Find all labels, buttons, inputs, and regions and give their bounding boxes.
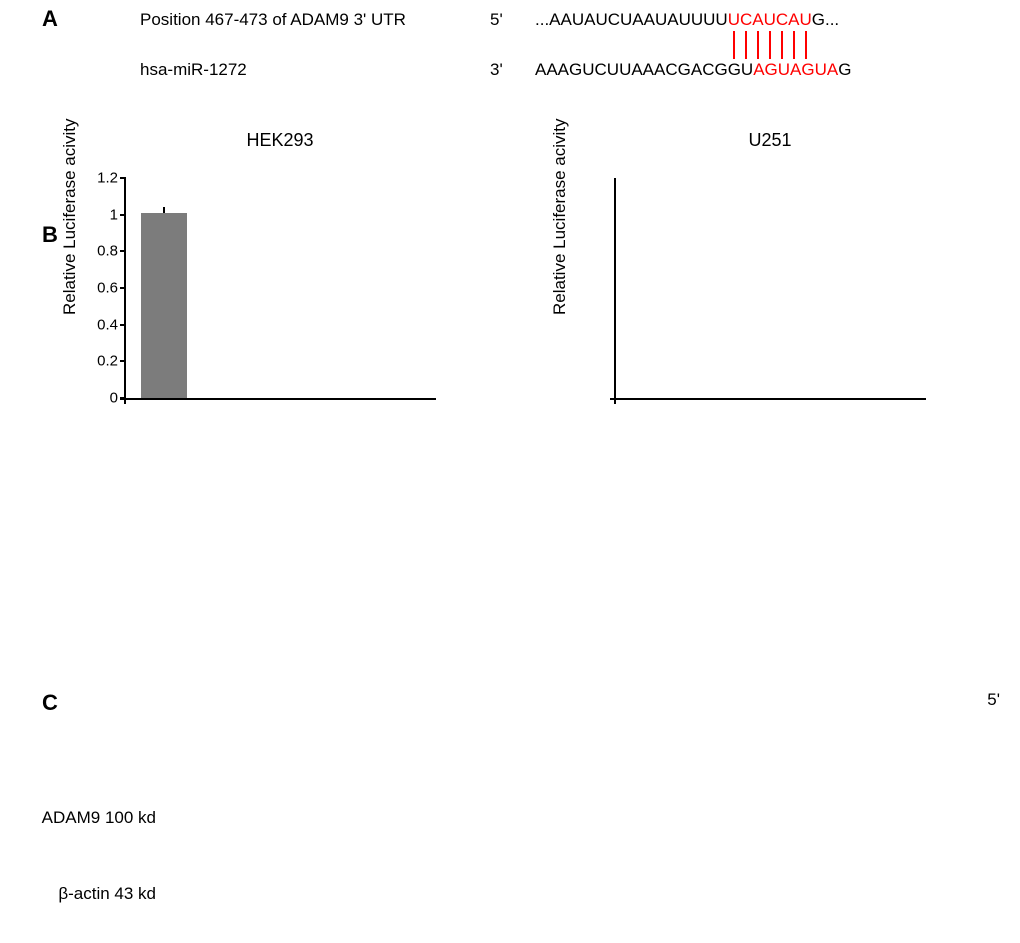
blot-block-right (580, 700, 960, 920)
panel-c-western-blots: 5' ADAM9 100 kd β-actin 43 kd (40, 700, 980, 930)
y-tick-label: 0.8 (97, 243, 118, 260)
y-tick-label: 0.2 (97, 353, 118, 370)
y-tick-label: 0 (110, 390, 118, 407)
y-tick-label: 0.6 (97, 280, 118, 297)
match-bar (793, 31, 795, 59)
bar (141, 213, 187, 398)
match-bar (745, 31, 747, 59)
chart-left-plot: 00.20.40.60.811.2 (124, 178, 436, 400)
y-tick (120, 360, 126, 362)
chart-right-title: U251 (560, 130, 980, 151)
chart-right-ylabel: Relative Luciferase acivity (550, 118, 570, 315)
row-label-bactin: β-actin 43 kd (30, 884, 156, 904)
y-tick-label: 1.2 (97, 170, 118, 187)
y-tick (120, 324, 126, 326)
seq-top-pre: ...AAUAUCUAAUAUUUU (535, 10, 728, 30)
seq-bottom-match: AGUAGUA (753, 60, 838, 80)
chart-left-ylabel: Relative Luciferase acivity (60, 118, 80, 315)
chart-left-title: HEK293 (70, 130, 490, 151)
blot-block-left (170, 700, 530, 920)
panel-label-a: A (42, 6, 58, 32)
y-tick (120, 250, 126, 252)
match-bar (757, 31, 759, 59)
chart-right-plot (614, 178, 926, 400)
y-tick-label: 0.4 (97, 316, 118, 333)
match-bar (781, 31, 783, 59)
y-tick (120, 287, 126, 289)
error-bar (163, 207, 165, 213)
panel-a-sequence-alignment: Position 467-473 of ADAM9 3' UTR 5' ...A… (60, 0, 960, 110)
chart-u251: U251 Relative Luciferase acivity (560, 130, 980, 510)
seq-top-prime: 5' (490, 10, 503, 30)
seq-top-match: UCAUCAU (728, 10, 812, 30)
panel-c-5prime: 5' (987, 690, 1000, 710)
match-bar (805, 31, 807, 59)
chart-hek293: HEK293 Relative Luciferase acivity 00.20… (70, 130, 490, 510)
y-tick (120, 214, 126, 216)
seq-top-label: Position 467-473 of ADAM9 3' UTR (140, 10, 406, 30)
seq-bottom-label: hsa-miR-1272 (140, 60, 247, 80)
seq-top-post: G... (812, 10, 839, 30)
y-tick (120, 177, 126, 179)
y-tick-label: 1 (110, 206, 118, 223)
seq-bottom-pre: AAAGUCUUAAACGACGGU (535, 60, 753, 80)
panel-label-b: B (42, 222, 58, 248)
seq-bottom-prime: 3' (490, 60, 503, 80)
y-tick (120, 397, 126, 399)
row-label-adam9: ADAM9 100 kd (30, 808, 156, 828)
seq-bottom-post: G (838, 60, 851, 80)
match-bar (769, 31, 771, 59)
match-bar (733, 31, 735, 59)
